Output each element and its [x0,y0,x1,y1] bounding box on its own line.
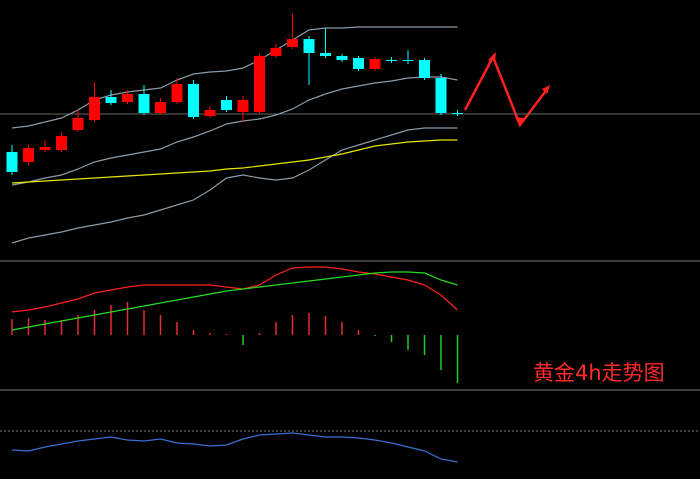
candle-body [171,84,183,102]
candle-body [138,94,150,113]
candle-body [270,48,282,56]
candle-body [254,56,265,112]
candle-body [287,39,298,47]
candle-body [56,136,67,150]
candle-body [353,58,364,69]
forecast-arrow [463,54,549,128]
candle-body [155,102,166,113]
indicator-line [11,26,458,129]
candle-body [402,60,414,61]
indicator-line [11,432,458,463]
arrow-head [488,52,496,61]
candle-body [336,56,348,60]
candle-body [435,78,447,113]
candle-body [452,113,463,114]
indicator-line [11,266,458,313]
candle-body [237,100,249,112]
indicator-line [11,139,458,184]
arrow-head [542,85,550,94]
candle-body [23,148,34,162]
indicator-line [11,127,458,244]
indicator-line [11,271,458,331]
candle-body [303,39,315,53]
candle-body [369,59,381,69]
indicator-line [11,76,458,186]
candle-body [6,152,18,172]
annotation: 黄金4h走势图 [533,361,665,385]
candle-body [105,97,117,103]
candle-body [72,118,84,130]
candle-body [122,94,133,102]
candle-body [89,97,100,120]
candle-body [221,100,232,110]
candle-body [39,147,51,150]
candle-body [320,53,331,56]
candle-body [204,110,216,116]
arrow-head [515,117,524,127]
candle-body [188,84,199,117]
candle-body [386,60,397,61]
candle-body [419,60,430,78]
